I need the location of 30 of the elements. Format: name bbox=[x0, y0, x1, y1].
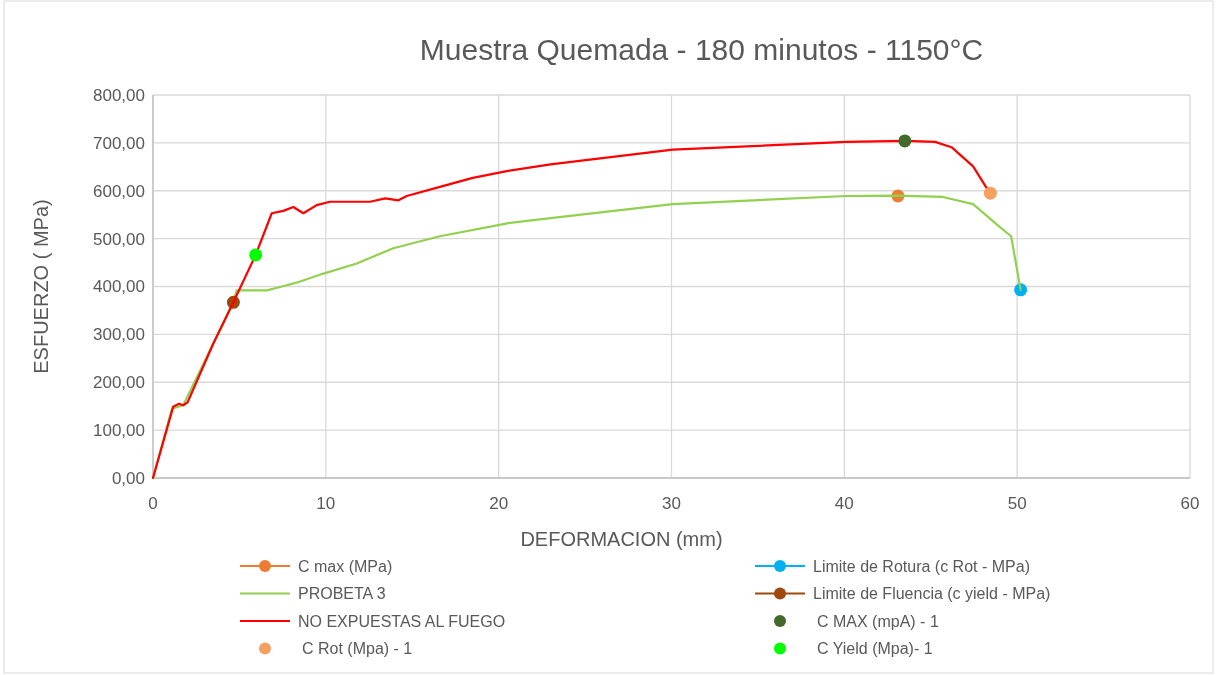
legend-label: C Yield (Mpa)- 1 bbox=[817, 640, 933, 658]
point bbox=[898, 134, 912, 148]
y-axis-title: ESFUERZO ( MPa) bbox=[30, 199, 52, 374]
x-tick-label: 30 bbox=[662, 494, 681, 513]
legend-label: Limite de Fluencia (c yield - MPa) bbox=[813, 585, 1051, 603]
chart-title: Muestra Quemada - 180 minutos - 1150°C bbox=[419, 33, 984, 66]
y-tick-label: 500,00 bbox=[93, 229, 145, 249]
y-tick-label: 100,00 bbox=[93, 421, 145, 441]
point bbox=[249, 248, 263, 262]
y-tick-label: 0,00 bbox=[111, 468, 145, 488]
legend-label: C Rot (Mpa) - 1 bbox=[302, 640, 413, 658]
y-tick-label: 800,00 bbox=[93, 85, 145, 105]
x-tick-label: 10 bbox=[316, 494, 336, 513]
x-tick-label: 50 bbox=[1007, 494, 1027, 513]
legend-label: Limite de Rotura (c Rot - MPa) bbox=[813, 557, 1030, 575]
y-tick-label: 700,00 bbox=[93, 133, 145, 153]
x-tick-label: 0 bbox=[148, 494, 158, 513]
legend-label: PROBETA 3 bbox=[298, 585, 386, 603]
y-tick-label: 300,00 bbox=[93, 325, 145, 345]
legend-label: NO EXPUESTAS AL FUEGO bbox=[298, 612, 506, 630]
x-tick-label: 40 bbox=[834, 494, 854, 513]
legend-label: C MAX (mpA) - 1 bbox=[817, 612, 939, 630]
x-tick-label: 20 bbox=[489, 494, 509, 513]
y-tick-label: 600,00 bbox=[93, 181, 145, 201]
legend-label: C max (MPa) bbox=[298, 557, 393, 575]
point bbox=[983, 186, 997, 200]
y-tick-label: 200,00 bbox=[93, 373, 145, 393]
x-tick-label: 60 bbox=[1180, 494, 1200, 513]
y-tick-label: 400,00 bbox=[93, 277, 145, 297]
x-axis-title: DEFORMACION (mm) bbox=[520, 528, 723, 550]
